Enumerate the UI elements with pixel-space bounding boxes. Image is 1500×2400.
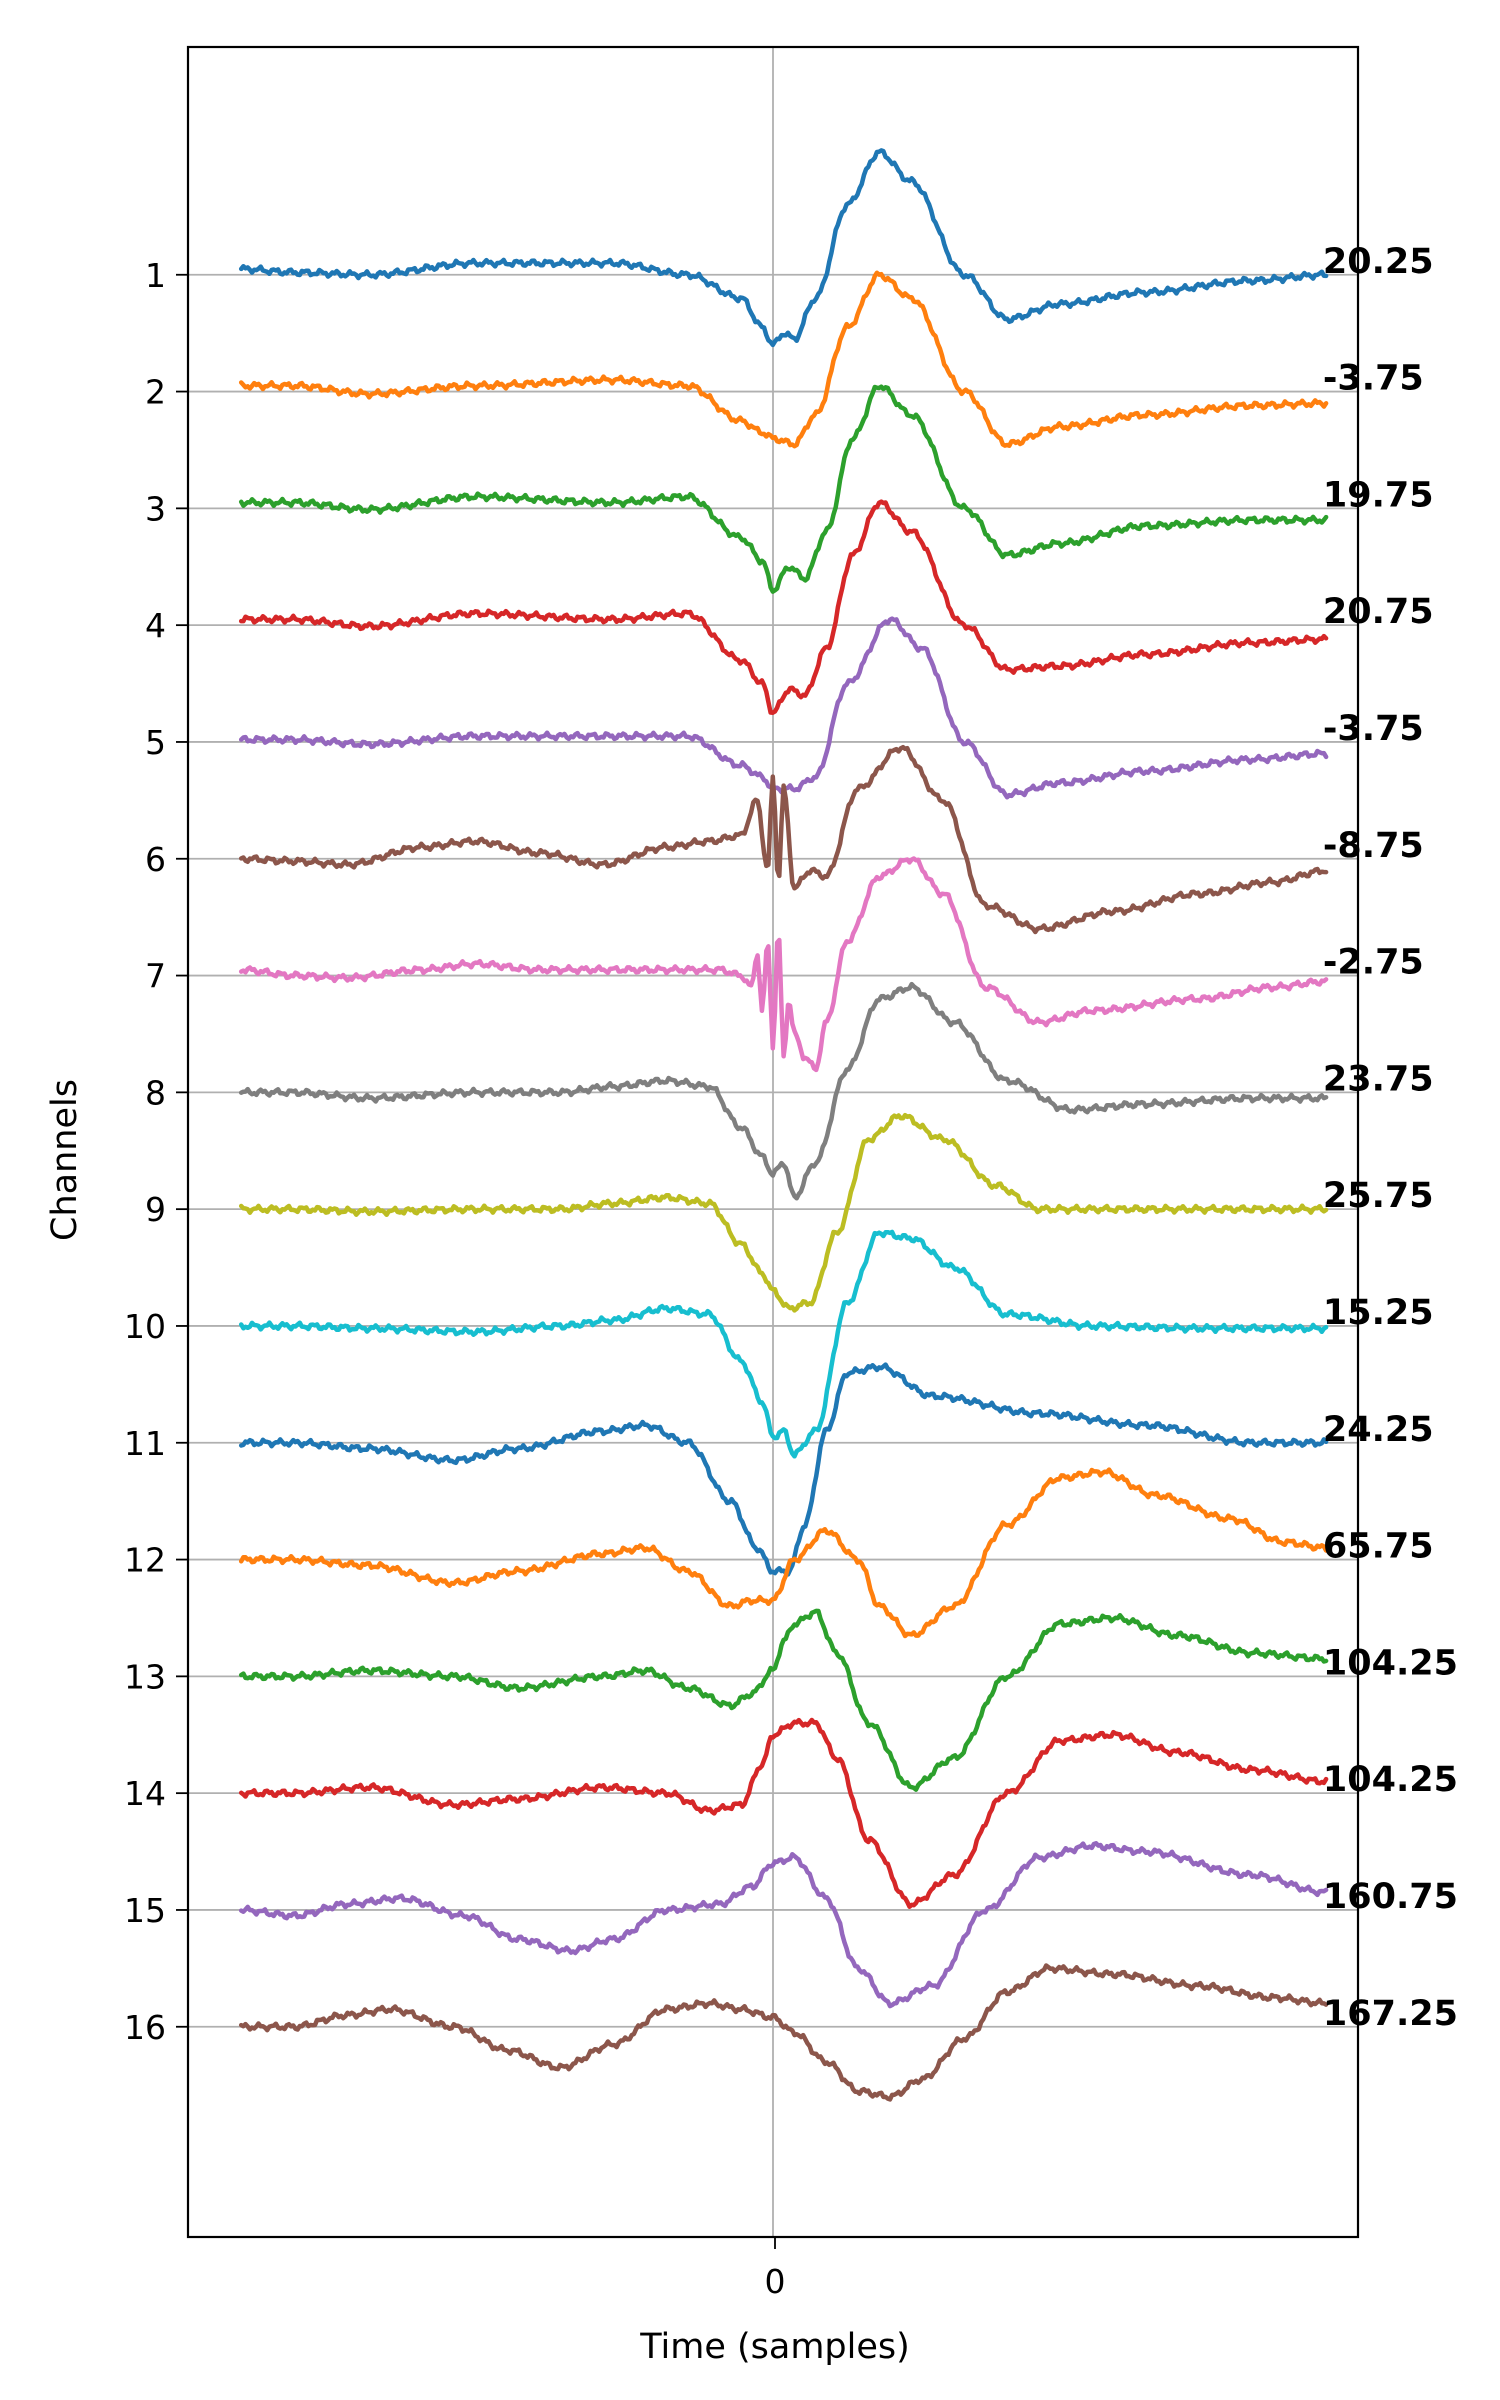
- value-label-channel-11: 24.25: [1323, 1410, 1434, 1450]
- value-label-channel-6: -8.75: [1323, 826, 1424, 866]
- series-line-channel-6: [238, 744, 1329, 935]
- value-label-channel-4: 20.75: [1323, 592, 1434, 632]
- y-tick-label-14: 14: [124, 1774, 166, 1813]
- value-label-channel-9: 25.75: [1323, 1176, 1434, 1216]
- x-axis-ticks: 0: [765, 2237, 786, 2301]
- value-label-channel-2: -3.75: [1323, 359, 1424, 399]
- y-tick-label-1: 1: [145, 256, 166, 295]
- value-label-channel-10: 15.25: [1323, 1293, 1434, 1333]
- x-tick-label-0: 0: [765, 2262, 786, 2301]
- series-line-channel-12: [238, 1467, 1329, 1639]
- y-tick-label-13: 13: [124, 1657, 166, 1696]
- y-tick-label-4: 4: [145, 606, 166, 645]
- series-line-channel-14: [238, 1717, 1329, 1909]
- value-label-channel-1: 20.25: [1323, 242, 1434, 282]
- series-line-channel-8: [238, 981, 1329, 1201]
- value-label-channel-5: -3.75: [1323, 709, 1424, 749]
- y-tick-label-15: 15: [124, 1891, 166, 1930]
- y-tick-label-2: 2: [145, 373, 166, 412]
- y-tick-label-8: 8: [145, 1073, 166, 1112]
- value-label-channel-12: 65.75: [1323, 1527, 1434, 1567]
- y-tick-label-12: 12: [124, 1541, 166, 1580]
- plot-frame: [186, 45, 1360, 2239]
- series-line-channel-9: [238, 1112, 1329, 1313]
- series-line-channel-4: [238, 499, 1329, 715]
- series-line-channel-13: [238, 1608, 1329, 1792]
- series-line-channel-3: [238, 384, 1329, 594]
- series-line-channel-2: [238, 270, 1329, 449]
- series-line-channel-16: [238, 1963, 1329, 2102]
- y-tick-label-11: 11: [124, 1424, 166, 1463]
- y-tick-label-5: 5: [145, 723, 166, 762]
- value-label-channel-3: 19.75: [1323, 475, 1434, 515]
- series-layer: [238, 148, 1329, 2102]
- series-line-channel-1: [238, 148, 1329, 348]
- series-line-channel-10: [238, 1229, 1329, 1459]
- y-tick-label-9: 9: [145, 1190, 166, 1229]
- value-label-channel-14: 104.25: [1323, 1760, 1458, 1800]
- series-line-channel-11: [238, 1362, 1329, 1577]
- y-axis-title: Channels: [45, 1079, 85, 1241]
- x-axis-title: Time (samples): [639, 2327, 910, 2367]
- value-label-channel-8: 23.75: [1323, 1059, 1434, 1099]
- y-tick-label-7: 7: [145, 957, 166, 996]
- series-line-channel-15: [238, 1841, 1329, 2009]
- y-tick-label-16: 16: [124, 2008, 166, 2047]
- y-tick-label-10: 10: [124, 1307, 166, 1346]
- y-tick-label-3: 3: [145, 489, 166, 528]
- y-tick-label-6: 6: [145, 840, 166, 879]
- value-label-channel-13: 104.25: [1323, 1643, 1458, 1683]
- value-label-channel-16: 167.25: [1323, 1994, 1458, 2034]
- value-label-channel-7: -2.75: [1323, 943, 1424, 983]
- channel-value-labels: 20.25 -3.75 19.75 20.75 -3.75 -8.75 -2.75 23.75…: [1323, 242, 1458, 2034]
- value-label-channel-15: 160.75: [1323, 1877, 1458, 1917]
- series-line-channel-7: [238, 856, 1329, 1073]
